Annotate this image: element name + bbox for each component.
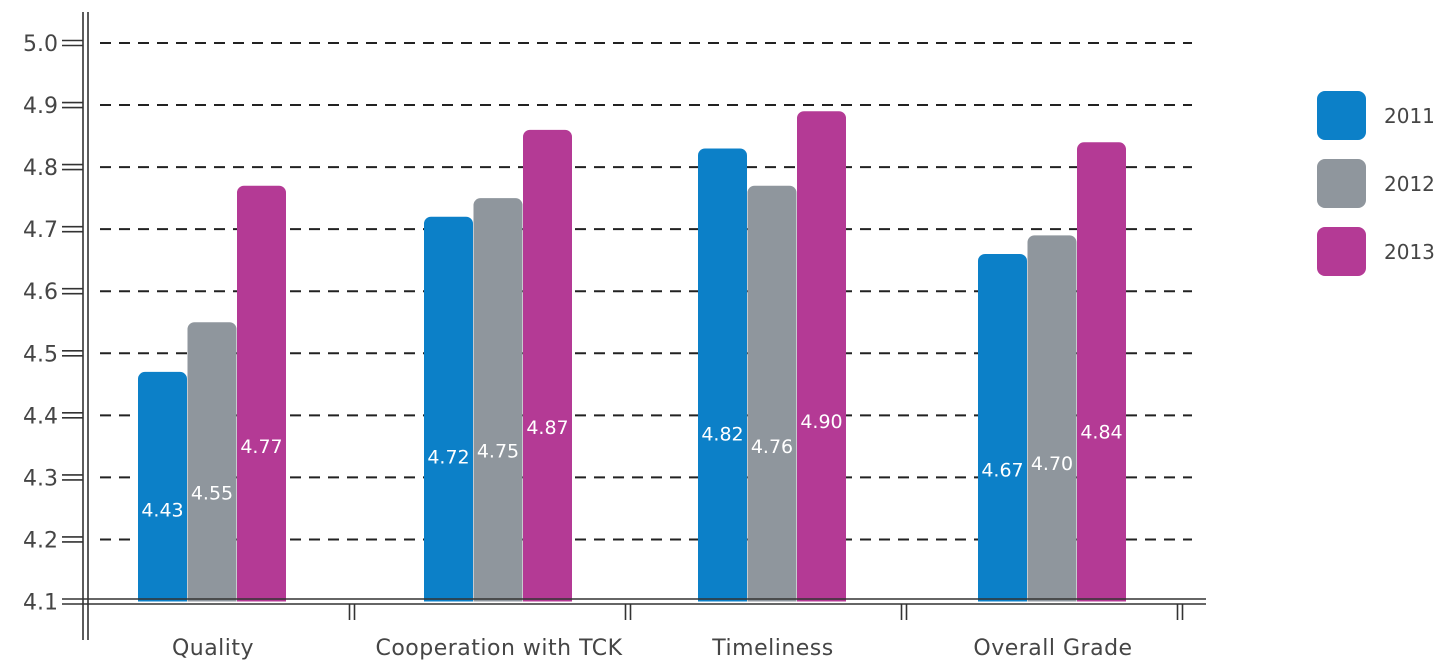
bar-2011 [698,148,747,602]
data-label: 4.87 [526,417,568,439]
x-category-label: Overall Grade [973,636,1132,661]
y-tick-label: 4.5 [23,342,58,367]
legend-swatch-2012 [1317,159,1366,208]
bar-base-2011 [138,591,187,602]
y-tick-label: 5.0 [23,32,58,57]
y-tick-label: 4.1 [23,591,58,616]
data-labels: 4.43 4.55 4.77 4.72 4.75 4.87 4.82 4.76 4.90 4.67… [141,411,1122,522]
bar-2013 [1077,142,1126,602]
bar-base-2012 [473,591,523,602]
x-category-label: Timeliness [711,636,833,661]
legend-label: 2012 [1384,172,1435,196]
bar-base-2013 [1077,591,1126,602]
legend: 2011 2012 2013 [1317,91,1435,276]
x-category-label: Cooperation with TCK [375,636,622,661]
data-label: 4.55 [191,483,233,505]
bar-2013 [523,129,572,602]
y-tick-label: 4.2 [23,528,58,553]
data-label: 4.90 [800,411,842,433]
y-tick-label: 4.6 [23,280,58,305]
bar-2013 [797,111,846,602]
bar-2012 [473,198,523,602]
legend-swatch-2013 [1317,227,1366,276]
data-label: 4.67 [981,459,1023,481]
bar-base-2013 [523,591,572,602]
bar-2011 [138,371,187,602]
x-category-labels: Quality Cooperation with TCK Timeliness Ove… [172,636,1132,661]
y-tick-label: 4.9 [23,94,58,119]
data-label: 4.82 [701,423,743,445]
bars [138,111,1126,602]
bar-base-2013 [797,591,846,602]
data-label: 4.43 [141,499,183,521]
bar-2012 [747,185,797,602]
data-label: 4.77 [240,436,282,458]
legend-swatch-2011 [1317,91,1366,140]
y-tick-label: 4.7 [23,218,58,243]
x-category-label: Quality [172,636,254,661]
bar-base-2011 [978,591,1027,602]
bar-2012 [1027,235,1077,602]
y-tick-label: 4.3 [23,466,58,491]
bar-2012 [187,322,237,602]
bar-base-2012 [1027,591,1077,602]
data-label: 4.72 [427,447,469,469]
bar-2013 [237,185,286,602]
bar-base-2012 [747,591,797,602]
bar-base-2011 [424,591,473,602]
axes [62,12,1206,640]
y-tick-label: 4.8 [23,156,58,181]
y-tick-labels: 4.1 4.2 4.3 4.4 4.5 4.6 4.7 4.8 4.9 5.0 [23,32,58,616]
bar-2011 [978,253,1027,602]
data-label: 4.76 [751,436,793,458]
data-label: 4.75 [477,440,519,462]
data-label: 4.70 [1031,453,1073,475]
bar-2011 [424,216,473,602]
legend-label: 2013 [1384,240,1435,264]
bar-base-2012 [187,591,237,602]
bar-base-2013 [237,591,286,602]
y-tick-label: 4.4 [23,404,58,429]
data-label: 4.84 [1080,421,1122,443]
legend-label: 2011 [1384,104,1435,128]
bar-base-2011 [698,591,747,602]
